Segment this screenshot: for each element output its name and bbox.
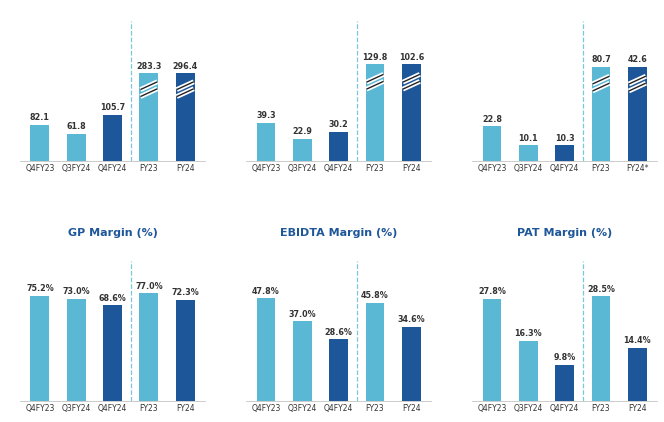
Text: 37.0%: 37.0% <box>288 310 316 319</box>
Text: 72.3%: 72.3% <box>171 288 199 298</box>
Text: 68.6%: 68.6% <box>99 294 126 303</box>
Bar <box>628 67 647 161</box>
Text: 283.3: 283.3 <box>136 62 161 71</box>
Bar <box>483 126 501 161</box>
Text: 14.4%: 14.4% <box>623 336 651 346</box>
Bar <box>329 132 348 161</box>
Text: 28.5%: 28.5% <box>587 285 615 294</box>
Bar <box>176 300 195 401</box>
Bar <box>519 341 538 401</box>
Bar <box>555 145 574 161</box>
Bar <box>329 339 348 401</box>
Text: 82.1: 82.1 <box>30 114 50 122</box>
Text: 34.6%: 34.6% <box>398 315 425 324</box>
Bar <box>31 125 49 161</box>
Text: 47.8%: 47.8% <box>252 287 280 296</box>
Bar <box>67 299 86 401</box>
Bar <box>402 327 421 401</box>
Text: 45.8%: 45.8% <box>361 291 389 300</box>
Bar <box>293 322 312 401</box>
Bar <box>256 123 276 161</box>
Bar <box>103 305 122 401</box>
Text: 77.0%: 77.0% <box>135 282 163 291</box>
Text: 30.2: 30.2 <box>329 120 349 129</box>
Text: 28.6%: 28.6% <box>325 328 353 337</box>
Text: 80.7: 80.7 <box>591 55 611 64</box>
Bar <box>293 139 312 161</box>
Text: 22.8: 22.8 <box>482 115 502 124</box>
Text: 129.8: 129.8 <box>363 53 388 62</box>
Text: 27.8%: 27.8% <box>478 287 506 296</box>
Bar <box>483 299 501 401</box>
Bar <box>402 65 421 161</box>
Bar <box>67 134 86 161</box>
Bar <box>31 296 49 401</box>
Bar <box>592 67 610 161</box>
Text: 102.6: 102.6 <box>398 53 424 62</box>
Text: 61.8: 61.8 <box>66 122 86 131</box>
Text: 10.1: 10.1 <box>519 134 539 143</box>
Bar <box>365 65 384 161</box>
Text: 42.6: 42.6 <box>627 55 647 64</box>
Bar <box>555 365 574 401</box>
Text: 9.8%: 9.8% <box>554 353 576 362</box>
Bar <box>103 115 122 161</box>
Bar <box>365 303 384 401</box>
Text: 75.2%: 75.2% <box>26 284 54 293</box>
Text: 22.9: 22.9 <box>292 127 312 136</box>
Text: 296.4: 296.4 <box>173 62 198 71</box>
Bar <box>176 73 195 161</box>
Text: 16.3%: 16.3% <box>515 330 542 338</box>
Bar <box>139 293 158 401</box>
Bar <box>139 73 158 161</box>
Bar <box>256 298 276 401</box>
Bar <box>628 348 647 401</box>
Text: 10.3: 10.3 <box>555 134 574 143</box>
Bar <box>519 146 538 161</box>
Text: 39.3: 39.3 <box>256 111 276 120</box>
Text: 73.0%: 73.0% <box>62 287 90 296</box>
Text: 105.7: 105.7 <box>100 103 125 112</box>
Bar <box>592 296 610 401</box>
